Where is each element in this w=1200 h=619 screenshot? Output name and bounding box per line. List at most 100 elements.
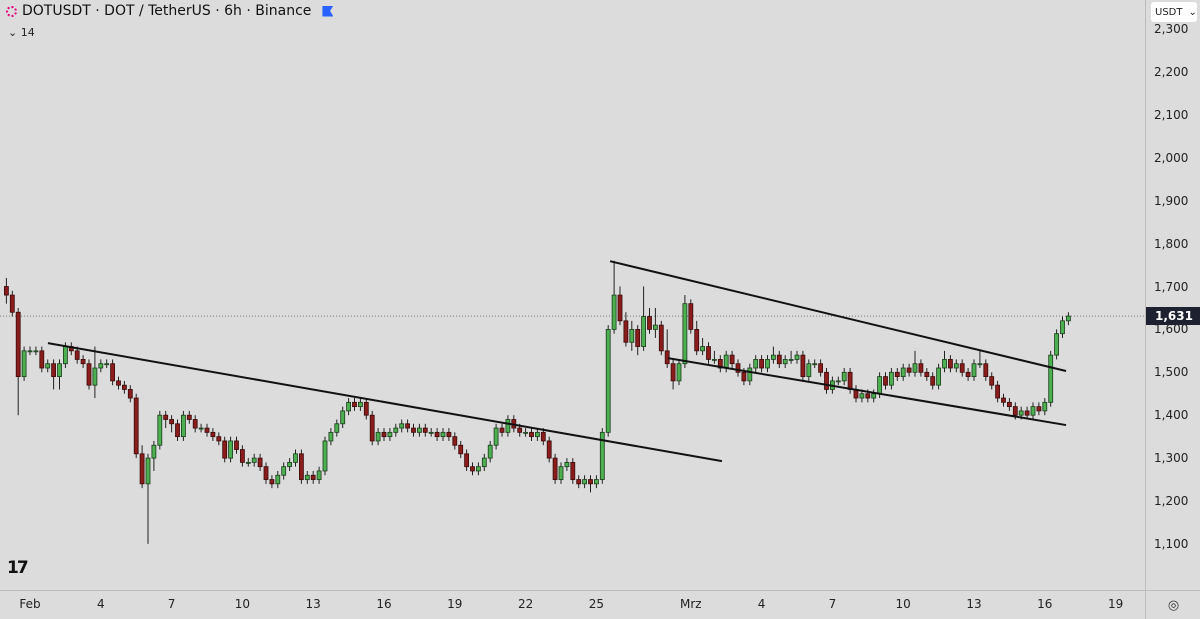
candle-down xyxy=(517,427,523,433)
candle-up xyxy=(487,444,493,459)
candle-down xyxy=(234,440,239,450)
candle-down xyxy=(74,350,80,360)
candle-up xyxy=(676,363,682,382)
candle-up xyxy=(151,444,157,459)
time-tick-label: 19 xyxy=(1107,597,1124,611)
candle-down xyxy=(883,376,888,386)
candle-down xyxy=(664,350,670,365)
candle-up xyxy=(806,363,812,377)
candle-up xyxy=(723,354,729,369)
candle-down xyxy=(122,384,127,390)
candle-up xyxy=(611,294,617,330)
time-axis[interactable]: Feb 4 7 10 13 16 19 22 25 Mrz 4 7 10 13 16 19 xyxy=(0,590,1145,619)
last-price-label: 1,631 xyxy=(1146,307,1200,326)
price-tick-label: 1,700 xyxy=(1154,279,1189,294)
time-tick-label: 25 xyxy=(588,597,605,611)
candle-up xyxy=(287,461,293,468)
candle-up xyxy=(712,359,717,361)
candle-down xyxy=(116,380,121,386)
candle-up xyxy=(594,479,599,485)
candle-up xyxy=(700,346,705,352)
candle-up xyxy=(27,350,33,353)
candle-down xyxy=(269,479,275,485)
candle-up xyxy=(393,427,399,433)
symbol-header[interactable]: DOTUSDT · DOT / TetherUS · 6h · Binance xyxy=(6,3,334,19)
chevron-down-icon[interactable]: ⌄ xyxy=(8,26,18,39)
price-tick-label: 1,500 xyxy=(1154,365,1189,380)
currency-label: USDT xyxy=(1155,6,1183,18)
candle-down xyxy=(210,431,216,438)
candle-up xyxy=(682,303,688,365)
candle-up xyxy=(21,350,27,377)
candle-down xyxy=(623,320,629,343)
candle-up xyxy=(977,363,983,366)
candle-up xyxy=(481,457,487,468)
candle-up xyxy=(535,431,540,438)
candle-up xyxy=(877,376,882,395)
candle-up xyxy=(228,440,234,459)
currency-select[interactable]: USDT ⌄ xyxy=(1151,2,1197,22)
candle-up xyxy=(328,431,334,442)
candle-up xyxy=(92,367,98,386)
candle-down xyxy=(127,389,133,399)
candle-up xyxy=(387,431,393,438)
flag-icon[interactable] xyxy=(322,5,334,17)
price-tick-label: 2,200 xyxy=(1154,65,1189,79)
candle-down xyxy=(470,466,475,472)
candle-up xyxy=(357,401,363,408)
candle-down xyxy=(847,371,853,390)
candle-down xyxy=(192,419,198,429)
candle-up xyxy=(912,363,918,373)
time-tick-label: 16 xyxy=(376,597,392,611)
candle-up xyxy=(564,461,570,468)
settings-eye-icon[interactable]: ◎ xyxy=(1145,590,1200,619)
price-chart[interactable] xyxy=(0,0,1145,590)
candle-up xyxy=(1066,315,1071,322)
candle-down xyxy=(204,427,210,433)
time-tick-label: 16 xyxy=(1037,597,1053,611)
time-tick-label: Mrz xyxy=(680,597,702,611)
candle-down xyxy=(1007,401,1012,408)
time-tick-label: 7 xyxy=(167,597,176,611)
candle-down xyxy=(434,431,440,438)
indicator-legend[interactable]: ⌄ 14 xyxy=(8,26,35,39)
candle-up xyxy=(104,363,110,366)
candle-up xyxy=(771,354,776,360)
time-tick-label: 13 xyxy=(305,597,321,611)
candle-down xyxy=(570,461,576,480)
candle-up xyxy=(1060,320,1065,335)
candle-down xyxy=(310,474,316,480)
time-tick-label: 13 xyxy=(966,597,982,611)
candle-down xyxy=(15,311,21,377)
candle-down xyxy=(865,393,871,399)
candle-down xyxy=(163,414,169,420)
polkadot-logo-icon xyxy=(6,5,17,17)
candle-up xyxy=(399,423,405,429)
price-tick-label: 1,200 xyxy=(1154,494,1189,508)
candle-down xyxy=(452,436,458,446)
candle-down xyxy=(706,346,711,360)
candle-down xyxy=(894,371,900,377)
candle-up xyxy=(859,393,865,399)
candle-down xyxy=(363,401,369,416)
candle-up xyxy=(416,427,422,433)
candle-down xyxy=(110,363,115,382)
candle-down xyxy=(298,453,304,480)
indicator-value: 14 xyxy=(20,26,35,39)
candle-up xyxy=(180,414,186,438)
candle-up xyxy=(794,354,800,360)
candle-down xyxy=(4,286,9,296)
candle-up xyxy=(304,474,310,480)
price-tick-label: 1,800 xyxy=(1154,236,1189,251)
candle-down xyxy=(635,328,641,347)
candle-down xyxy=(263,466,269,480)
candle-down xyxy=(51,363,56,377)
candle-up xyxy=(582,479,587,485)
candle-down xyxy=(1001,397,1006,403)
time-tick-label: 4 xyxy=(96,597,105,611)
candle-down xyxy=(1012,406,1018,416)
candle-up xyxy=(251,457,257,463)
candle-up xyxy=(1018,410,1024,416)
candle-down xyxy=(39,350,45,369)
price-axis[interactable]: 2,300 2,200 2,100 2,000 1,900 1,800 1,700 1,600… xyxy=(1145,0,1200,590)
